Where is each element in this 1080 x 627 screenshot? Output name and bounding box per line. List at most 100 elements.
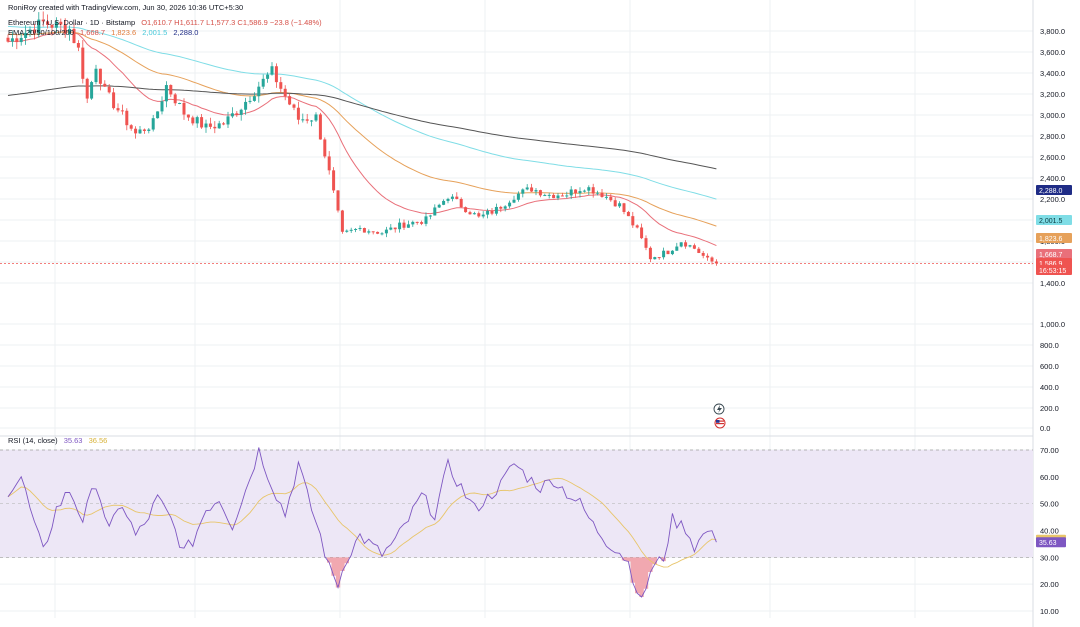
candle-body xyxy=(76,43,80,48)
candle xyxy=(15,34,19,50)
candle-body xyxy=(279,82,283,89)
candle xyxy=(600,188,604,198)
candle xyxy=(688,244,692,248)
candle-body xyxy=(112,92,116,109)
candle-body xyxy=(697,248,701,253)
candle-body xyxy=(530,187,534,192)
price-badge-bg xyxy=(1036,185,1072,195)
lightning-icon xyxy=(713,403,725,415)
price-tick-label: 600.0 xyxy=(1040,362,1059,371)
candle xyxy=(640,223,644,240)
candle xyxy=(626,210,630,217)
price-badge-label: 2,288.0 xyxy=(1039,188,1062,195)
candle-body xyxy=(684,242,688,247)
rsi-label[interactable]: RSI (14, close) xyxy=(8,436,58,445)
candle xyxy=(142,128,146,134)
candle xyxy=(398,218,402,233)
candle xyxy=(270,62,274,76)
candle xyxy=(32,23,36,40)
ema20-value: 1,668.7 xyxy=(79,28,106,37)
candle-body xyxy=(644,238,648,248)
candle-body xyxy=(59,21,63,25)
candle-body xyxy=(503,206,507,209)
candle xyxy=(477,211,481,218)
candle-body xyxy=(635,225,639,228)
candle-body xyxy=(393,227,397,230)
symbol-title[interactable]: Ethereum / U.S. Dollar · 1D · Bitstamp xyxy=(8,18,136,27)
rsi-ma-line xyxy=(7,477,717,568)
candle-body xyxy=(120,110,124,112)
candle-body xyxy=(85,78,89,99)
candle-body xyxy=(657,257,661,259)
candle xyxy=(437,203,441,209)
candle xyxy=(543,193,547,197)
price-badge-label: 16:53:15 xyxy=(1039,268,1066,275)
candle xyxy=(657,257,661,260)
candle-body xyxy=(292,104,296,108)
candle xyxy=(336,190,340,213)
candle xyxy=(138,126,142,134)
candle xyxy=(345,229,349,233)
candlestick-series xyxy=(0,11,1033,266)
candle xyxy=(19,32,23,46)
candle-body xyxy=(600,192,604,197)
candle xyxy=(191,115,195,126)
candle xyxy=(631,211,635,228)
candle xyxy=(248,96,252,104)
symbol-row: Ethereum / U.S. Dollar · 1D · Bitstamp O… xyxy=(8,18,326,28)
candle-body xyxy=(662,250,666,258)
candle-body xyxy=(235,113,239,115)
candle-body xyxy=(283,88,287,97)
candle-body xyxy=(538,190,542,196)
candle xyxy=(525,184,529,191)
creator-line: RoniRoy created with TradingView.com, Ju… xyxy=(8,3,244,12)
candle xyxy=(235,111,239,117)
rsi-tick-label: 50.00 xyxy=(1040,500,1059,509)
candle-body xyxy=(376,231,380,234)
candle xyxy=(173,92,177,106)
candle xyxy=(226,111,230,129)
candle xyxy=(596,190,600,196)
candle-body xyxy=(46,21,50,25)
candle xyxy=(349,227,353,233)
candle-body xyxy=(428,215,432,217)
candle xyxy=(380,232,384,236)
candle xyxy=(371,231,375,235)
candle-body xyxy=(486,210,490,215)
candle-body xyxy=(217,123,221,129)
price-badge-label: 1,586.9 xyxy=(1039,261,1062,268)
candle-body xyxy=(587,187,591,191)
price-tick-label: 3,000.0 xyxy=(1040,111,1065,120)
candle-body xyxy=(63,24,67,34)
candle xyxy=(415,221,419,225)
candle-body xyxy=(261,78,265,87)
candle xyxy=(574,189,578,198)
candle xyxy=(50,24,54,36)
candle xyxy=(411,220,415,227)
candle-body xyxy=(160,101,164,112)
candle-body xyxy=(134,128,138,134)
candle-body xyxy=(494,206,498,214)
candle xyxy=(261,74,265,89)
candle xyxy=(301,113,305,123)
candle xyxy=(204,119,208,133)
price-badge-bg xyxy=(1036,215,1072,225)
candle-body xyxy=(305,119,309,121)
candle xyxy=(406,220,410,228)
candle xyxy=(186,114,190,121)
ema-label[interactable]: EMA 20/50/100/200 xyxy=(8,28,74,37)
lightning-icon-bolt xyxy=(717,405,722,413)
candle xyxy=(552,193,556,199)
candle xyxy=(213,121,217,134)
candle xyxy=(362,227,366,233)
candle-body xyxy=(310,120,314,122)
candle-body xyxy=(710,257,714,262)
candle-body xyxy=(156,111,160,119)
price-tick-label: 2,800.0 xyxy=(1040,132,1065,141)
candle xyxy=(239,108,243,121)
candle-body xyxy=(248,100,252,102)
candle-body xyxy=(288,96,292,105)
candle xyxy=(59,18,63,31)
candle xyxy=(37,12,41,38)
candle xyxy=(701,250,705,259)
